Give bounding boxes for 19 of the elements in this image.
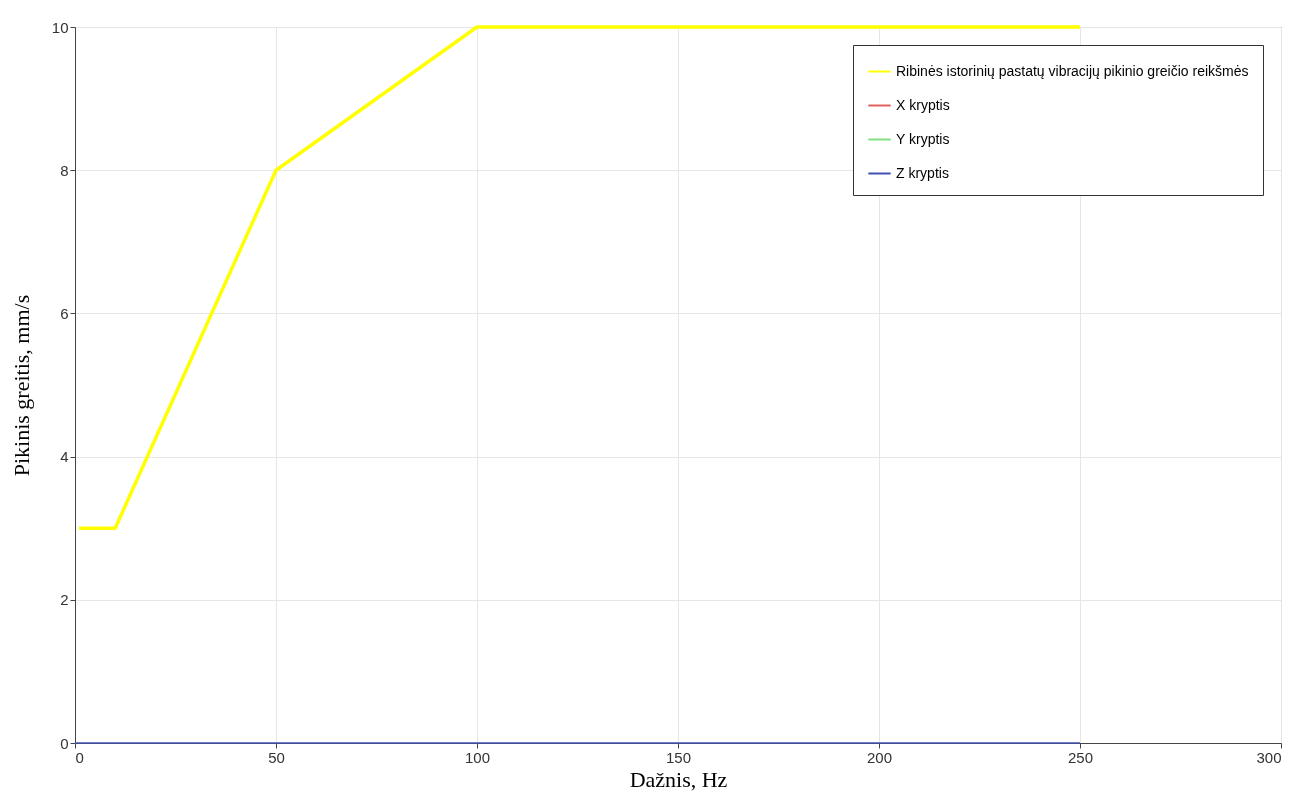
y-axis-title: Pikinis greitis, mm/s: [8, 294, 34, 477]
x-tick-label: 250: [1067, 748, 1094, 766]
y-tick-label: 2: [60, 591, 69, 609]
x-tick-label: 0: [75, 748, 84, 766]
y-tick-label: 8: [60, 161, 69, 179]
x-tick-label: 150: [665, 748, 692, 766]
legend-label: X kryptis: [896, 96, 950, 113]
x-tick-label: 100: [464, 748, 491, 766]
y-tick-label: 0: [60, 734, 69, 752]
y-tick-label: 4: [60, 448, 69, 466]
x-tick-label: 300: [1256, 748, 1282, 766]
y-tick-label: 6: [60, 304, 69, 322]
x-tick-label: 50: [268, 748, 285, 766]
legend-label: Z kryptis: [896, 164, 949, 181]
y-tick-label: 10: [51, 18, 69, 36]
legend-label: Ribinės istorinių pastatų vibracijų pikinio greičio reikšmės: [896, 62, 1249, 79]
x-axis-title: Dažnis, Hz: [629, 766, 728, 792]
legend-label: Y kryptis: [896, 130, 950, 147]
x-tick-label: 200: [866, 748, 893, 766]
